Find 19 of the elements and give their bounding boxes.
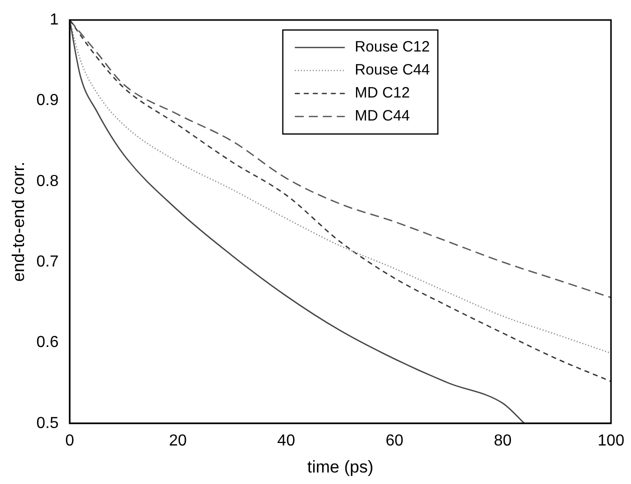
x-tick-label: 0	[65, 432, 74, 450]
y-tick-label: 0.7	[36, 253, 59, 270]
legend-label: Rouse C44	[354, 62, 430, 79]
legend-label: MD C44	[354, 108, 410, 125]
y-axis-title: end-to-end corr.	[8, 162, 28, 282]
y-tick-label: 0.8	[36, 172, 59, 190]
y-tick-label: 0.9	[36, 92, 59, 110]
x-tick-label: 100	[598, 432, 624, 450]
legend-label: MD C12	[354, 84, 410, 102]
y-tick-label: 1	[50, 11, 59, 28]
x-tick-label: 40	[277, 432, 296, 450]
y-tick-label: 0.6	[36, 334, 59, 352]
x-tick-label: 60	[386, 432, 404, 450]
y-tick-label: 0.5	[36, 414, 59, 432]
x-tick-label: 80	[494, 432, 512, 450]
line-series	[70, 20, 611, 298]
x-axis-title: time (ps)	[307, 457, 374, 476]
legend-label: Rouse C12	[354, 38, 430, 56]
x-tick-label: 20	[169, 432, 187, 450]
